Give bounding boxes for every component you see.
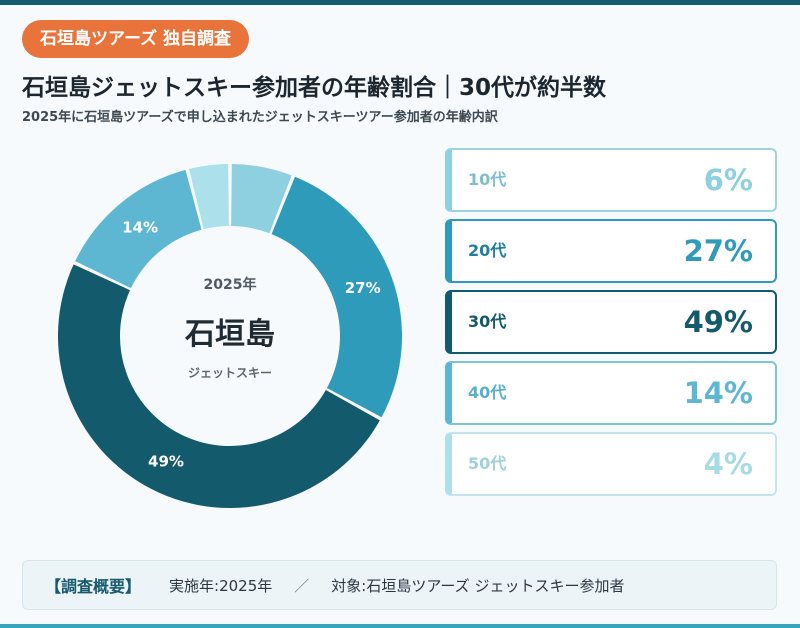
donut-slice-label: 14% bbox=[122, 218, 158, 236]
age-card-label: 10代 bbox=[468, 170, 507, 189]
page-title: 石垣島ジェットスキー参加者の年齢割合｜30代が約半数 bbox=[22, 75, 607, 101]
age-card-percent: 27% bbox=[683, 234, 753, 268]
survey-summary: 【調査概要】 実施年:2025年 ／ 対象:石垣島ツアーズ ジェットスキー参加者 bbox=[22, 560, 777, 610]
page-subtitle: 2025年に石垣島ツアーズで申し込まれたジェットスキーツアー参加者の年齢内訳 bbox=[22, 110, 498, 125]
donut-slice-4 bbox=[75, 169, 202, 289]
center-name: 石垣島 bbox=[184, 317, 275, 352]
donut-slice-2 bbox=[271, 176, 403, 418]
age-card: 50代 4% bbox=[445, 432, 777, 496]
donut-slice-1 bbox=[231, 164, 292, 234]
donut-slice-label: 49% bbox=[148, 453, 184, 471]
top-accent-bar bbox=[0, 0, 800, 5]
donut-slice-3 bbox=[57, 264, 380, 509]
age-card: 30代 49% bbox=[445, 290, 777, 354]
source-badge: 石垣島ツアーズ 独自調査 bbox=[22, 20, 250, 58]
summary-year: 実施年:2025年 bbox=[169, 576, 273, 595]
age-card-label: 30代 bbox=[468, 312, 507, 331]
age-card-label: 40代 bbox=[468, 383, 507, 402]
age-donut-chart: 27% 49% 14% 2025年 石垣島 ジェットスキー bbox=[57, 164, 403, 509]
summary-target: 対象:石垣島ツアーズ ジェットスキー参加者 bbox=[331, 576, 625, 595]
center-sub: ジェットスキー bbox=[188, 366, 272, 380]
center-year: 2025年 bbox=[204, 276, 257, 293]
age-card-percent: 4% bbox=[703, 447, 753, 481]
age-card-label: 50代 bbox=[468, 454, 507, 473]
donut-slice-label: 27% bbox=[345, 279, 381, 297]
summary-label: 【調査概要】 bbox=[45, 577, 142, 596]
age-card-percent: 6% bbox=[703, 163, 753, 197]
age-card-percent: 14% bbox=[683, 376, 753, 410]
donut-slice-5 bbox=[188, 164, 229, 230]
age-legend-cards: 10代 6% 20代 27% 30代 49% 40代 14% 50代 4% bbox=[445, 148, 777, 503]
age-card-label: 20代 bbox=[468, 241, 507, 260]
age-card-percent: 49% bbox=[683, 305, 753, 339]
summary-separator: ／ bbox=[294, 576, 310, 595]
age-card: 40代 14% bbox=[445, 361, 777, 425]
age-card: 20代 27% bbox=[445, 219, 777, 283]
age-card: 10代 6% bbox=[445, 148, 777, 212]
bottom-accent-bar bbox=[0, 624, 800, 628]
